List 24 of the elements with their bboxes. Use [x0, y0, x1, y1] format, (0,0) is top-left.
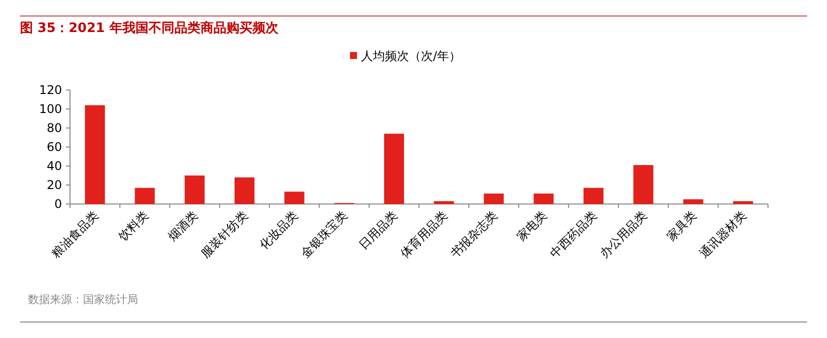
y-tick-label: 0 — [54, 197, 62, 211]
x-tick-label: 办公用品类 — [597, 208, 650, 261]
x-tick-label: 书报杂志类 — [448, 208, 500, 261]
x-tick-label: 家具类 — [664, 208, 700, 244]
y-tick-label: 40 — [46, 159, 62, 173]
x-tick-label: 粮油食品类 — [48, 208, 102, 261]
y-tick-label: 100 — [39, 102, 62, 116]
chart-title: 图 35：2021 年我国不同品类商品购买频次 — [20, 20, 280, 36]
y-tick-label: 20 — [46, 178, 62, 192]
legend-label: 人均频次（次/年） — [361, 49, 462, 63]
x-tick-label: 家电类 — [514, 208, 550, 244]
x-tick-label: 日用品类 — [356, 208, 400, 252]
x-tick-label: 金银珠宝类 — [298, 208, 350, 261]
x-tick-label: 体育用品类 — [398, 208, 450, 261]
x-tick-label: 化妆品类 — [256, 208, 300, 252]
y-tick-label: 80 — [46, 121, 62, 135]
y-tick-label: 60 — [46, 140, 62, 154]
x-tick-label: 烟酒类 — [165, 208, 201, 244]
x-tick-label: 饮料类 — [114, 208, 151, 244]
source-note: 数据来源：国家统计局 — [28, 293, 138, 306]
x-tick-label: 通讯器材类 — [696, 208, 750, 261]
x-tick-label: 服装针纺类 — [198, 208, 251, 261]
y-tick-label: 120 — [39, 83, 62, 97]
x-tick-label: 中西药品类 — [547, 208, 600, 261]
